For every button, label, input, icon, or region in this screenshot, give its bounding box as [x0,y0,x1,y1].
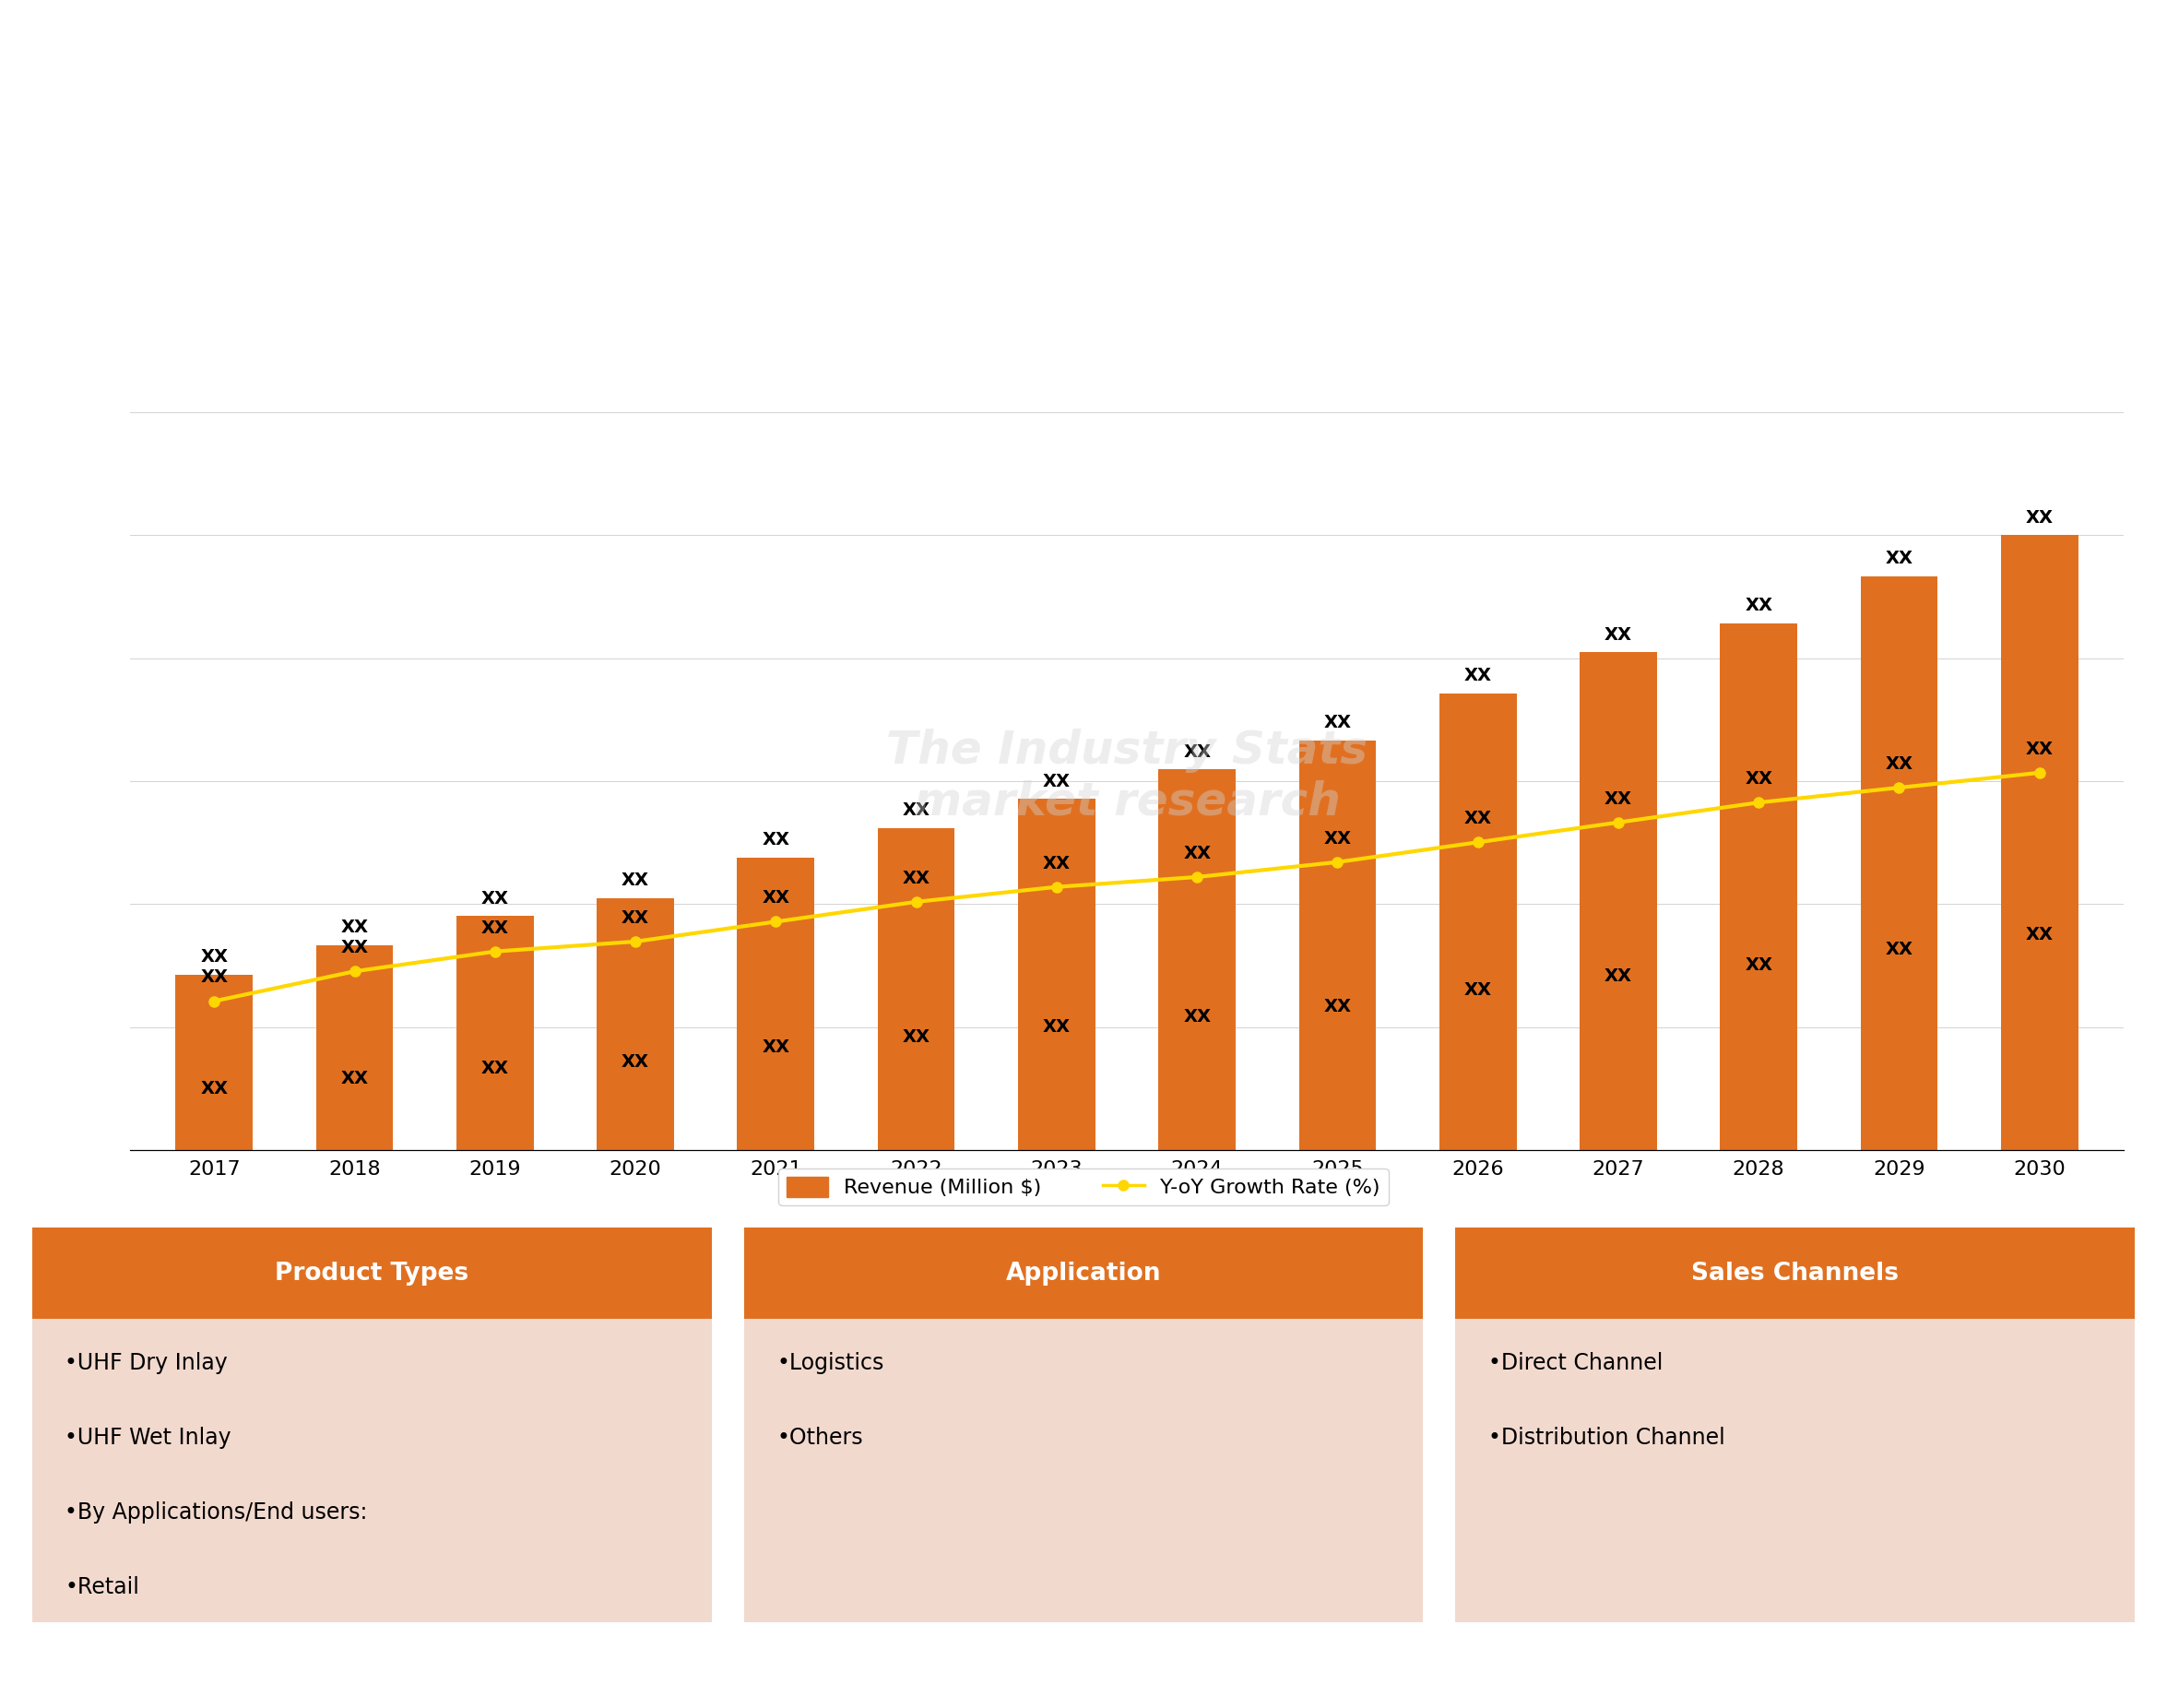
Text: XX: XX [199,968,228,986]
Text: XX: XX [763,832,789,849]
Text: •Distribution Channel: •Distribution Channel [1489,1426,1725,1448]
Bar [316,945,392,1149]
Text: •UHF Dry Inlay: •UHF Dry Inlay [65,1353,228,1375]
Text: XX: XX [1604,967,1632,984]
Text: •Others: •Others [776,1426,862,1448]
Text: Website: www.theindustrystats.com: Website: www.theindustrystats.com [1729,1662,2124,1681]
Text: XX: XX [199,1079,228,1097]
Bar [1861,576,1937,1149]
Text: XX: XX [1183,1008,1211,1025]
Bar [737,857,815,1149]
Text: XX: XX [901,1028,930,1045]
Text: XX: XX [1604,627,1632,644]
Text: XX: XX [622,909,650,927]
Text: XX: XX [1465,668,1491,685]
Text: •Direct Channel: •Direct Channel [1489,1353,1662,1375]
FancyBboxPatch shape [1456,1228,2134,1319]
Text: XX: XX [1324,714,1352,731]
Text: XX: XX [1183,844,1211,863]
Text: XX: XX [1744,770,1773,787]
Text: XX: XX [340,939,368,956]
Legend: Revenue (Million $), Y-oY Growth Rate (%): Revenue (Million $), Y-oY Growth Rate (%… [778,1168,1389,1206]
Text: XX: XX [1604,791,1632,808]
Text: XX: XX [1183,743,1211,760]
Text: XX: XX [1465,982,1491,999]
Text: Fig. Global UHF Radio Frequency Identification Inlay Market Status and Outlook: Fig. Global UHF Radio Frequency Identifi… [43,19,1307,46]
Text: XX: XX [1744,956,1773,974]
Bar [1721,623,1796,1149]
Bar [1580,652,1658,1149]
Text: XX: XX [340,1069,368,1086]
Text: •Retail: •Retail [65,1576,139,1599]
Bar [1159,769,1235,1149]
Text: XX: XX [2026,509,2054,526]
Text: •UHF Wet Inlay: •UHF Wet Inlay [65,1426,232,1448]
Text: XX: XX [1885,550,1913,567]
Text: XX: XX [481,919,509,936]
Bar [176,974,254,1149]
Text: Application: Application [1005,1261,1162,1284]
Text: XX: XX [1885,755,1913,772]
Text: XX: XX [622,1054,650,1071]
Text: XX: XX [901,801,930,820]
Text: •By Applications/End users:: •By Applications/End users: [65,1501,368,1524]
Text: XX: XX [1324,830,1352,847]
Text: XX: XX [1042,854,1070,873]
Text: XX: XX [763,1038,789,1056]
Text: XX: XX [481,1059,509,1076]
Text: Product Types: Product Types [275,1261,468,1284]
Text: XX: XX [1042,772,1070,789]
Text: XX: XX [340,919,368,936]
Text: The Industry Stats
market research: The Industry Stats market research [886,729,1367,825]
Text: XX: XX [1885,941,1913,958]
Bar [1018,799,1094,1149]
Text: XX: XX [763,890,789,907]
Text: XX: XX [481,890,509,907]
Text: XX: XX [1324,997,1352,1015]
FancyBboxPatch shape [1456,1310,2134,1623]
Text: XX: XX [2026,926,2054,943]
Bar [2000,535,2078,1149]
Text: XX: XX [1042,1018,1070,1035]
FancyBboxPatch shape [743,1310,1424,1623]
Text: XX: XX [1744,596,1773,615]
Text: XX: XX [901,869,930,886]
FancyBboxPatch shape [33,1310,711,1623]
Text: Source: Theindustrystats Analysis: Source: Theindustrystats Analysis [43,1662,414,1681]
Bar [1298,740,1376,1149]
Text: •Logistics: •Logistics [776,1353,884,1375]
Bar [457,915,533,1149]
FancyBboxPatch shape [33,1228,711,1319]
FancyBboxPatch shape [743,1228,1424,1319]
Text: XX: XX [622,873,650,890]
Bar [878,828,956,1149]
Text: XX: XX [199,948,228,965]
Text: XX: XX [2026,740,2054,758]
Text: Email: sales@theindustrystats.com: Email: sales@theindustrystats.com [893,1662,1274,1681]
Bar [596,898,674,1149]
Text: XX: XX [1465,810,1491,827]
Bar [1439,693,1517,1149]
Text: Sales Channels: Sales Channels [1690,1261,1898,1284]
